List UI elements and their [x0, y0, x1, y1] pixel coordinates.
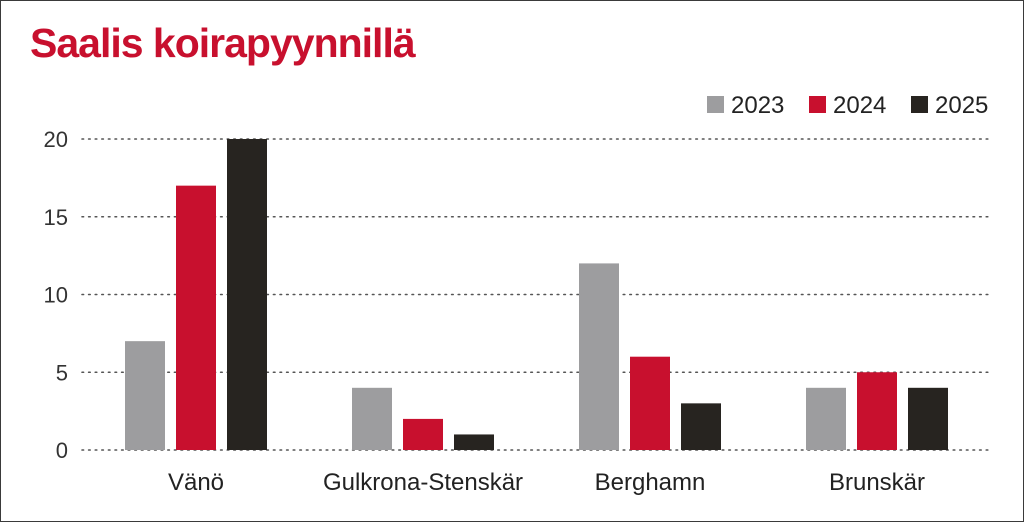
bar-2024-0: [176, 185, 216, 450]
y-tick-label: 0: [56, 438, 68, 463]
legend: 2023 2024 2025: [707, 92, 988, 119]
legend-label: 2025: [935, 92, 988, 119]
chart-title: Saalis koirapyynnillä: [30, 20, 416, 66]
bar-2023-0: [125, 341, 165, 450]
legend-swatch-2024: [809, 96, 826, 113]
bar-2024-2: [630, 356, 670, 450]
bar-2025-2: [681, 403, 721, 450]
x-category-label: Gulkrona-Stenskär: [323, 469, 523, 496]
x-category-label: Brunskär: [829, 469, 925, 496]
gridlines: [81, 138, 991, 451]
bar-2024-3: [857, 372, 897, 450]
legend-label: 2023: [731, 92, 784, 119]
y-tick-label: 20: [44, 127, 68, 152]
y-tick-label: 5: [56, 360, 68, 385]
y-axis-ticks: 0 5 10 15 20: [44, 127, 68, 463]
legend-swatch-2023: [707, 96, 724, 113]
x-category-label: Vänö: [168, 469, 224, 496]
y-tick-label: 10: [44, 283, 68, 308]
bar-2025-1: [454, 434, 494, 450]
bar-2023-3: [806, 387, 846, 450]
x-category-label: Berghamn: [595, 469, 706, 496]
y-tick-label: 15: [44, 205, 68, 230]
bar-2023-1: [352, 387, 392, 450]
bar-2025-3: [908, 387, 948, 450]
legend-label: 2024: [833, 92, 886, 119]
x-axis-labels: Vänö Gulkrona-Stenskär Berghamn Brunskär: [168, 469, 925, 496]
bars: [125, 139, 948, 450]
legend-swatch-2025: [911, 96, 928, 113]
bar-2025-0: [227, 139, 267, 450]
bar-2024-1: [403, 418, 443, 450]
bar-2023-2: [579, 263, 619, 450]
